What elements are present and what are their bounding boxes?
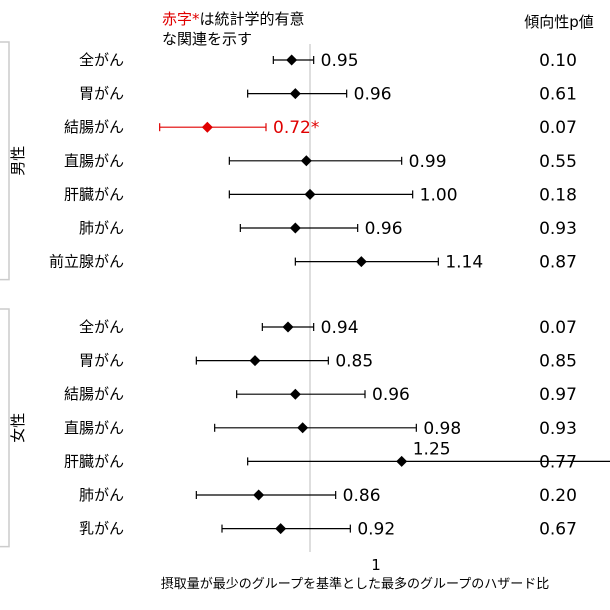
hr-value-label: 0.96 xyxy=(372,385,410,405)
hr-value-label: 0.94 xyxy=(321,318,359,338)
hr-value-label: 0.99 xyxy=(409,152,447,172)
row-label: 肝臓がん xyxy=(64,452,124,470)
trend-p-value: 0.93 xyxy=(539,419,577,439)
hr-point xyxy=(282,321,294,333)
trend-p-header: 傾向性p値 xyxy=(524,13,594,31)
group-label: 女性 xyxy=(9,413,27,443)
hr-point xyxy=(289,222,301,234)
trend-p-value: 0.85 xyxy=(539,352,577,372)
significance-legend-line1: 赤字*は統計学的有意 xyxy=(162,10,305,28)
hr-value-label: 0.98 xyxy=(423,419,461,439)
group-brackets xyxy=(0,41,10,548)
reference-tick-label: 1 xyxy=(371,556,381,574)
hr-point xyxy=(289,388,301,400)
hr-value-label: 0.92 xyxy=(357,520,395,540)
hr-point xyxy=(396,455,408,467)
row-label: 肝臓がん xyxy=(64,185,124,203)
hr-point xyxy=(201,121,213,133)
row-label: 直腸がん xyxy=(64,419,124,437)
hr-point xyxy=(275,523,287,535)
hr-point xyxy=(253,489,265,501)
row-label: 結腸がん xyxy=(64,118,124,136)
trend-p-value: 0.20 xyxy=(539,486,577,506)
hr-point xyxy=(286,54,298,66)
x-axis-label: 摂取量が最少のグループを基準とした最多のグループのハザード比 xyxy=(161,576,549,592)
hr-value-label: 0.95 xyxy=(321,51,359,71)
trend-p-value: 0.55 xyxy=(539,152,577,172)
row-label: 肺がん xyxy=(79,486,124,504)
hr-value-label: 1.25 xyxy=(413,439,451,459)
trend-p-value: 0.10 xyxy=(539,51,577,71)
row-label: 直腸がん xyxy=(64,152,124,170)
hr-point xyxy=(300,155,312,167)
trend-p-value: 0.93 xyxy=(539,219,577,239)
trend-p-value: 0.77 xyxy=(539,452,577,472)
row-label: 全がん xyxy=(79,318,124,336)
legend-red-word: 赤字 xyxy=(162,10,192,28)
hr-value-label: 0.96 xyxy=(354,85,392,105)
row-label: 胃がん xyxy=(79,352,124,370)
hr-point xyxy=(289,88,301,100)
hr-value-label: 1.00 xyxy=(420,185,458,205)
group-bracket xyxy=(0,308,10,548)
legend-line1-rest: は統計学的有意 xyxy=(200,10,305,28)
row-label: 乳がん xyxy=(79,520,124,538)
hr-point xyxy=(297,422,309,434)
hr-point xyxy=(355,256,367,268)
legend-star: * xyxy=(192,10,200,28)
hr-value-label: 1.14 xyxy=(445,253,483,273)
group-bracket xyxy=(0,41,10,281)
trend-p-value: 0.97 xyxy=(539,385,577,405)
significance-legend-line2: な関連を示す xyxy=(162,30,252,48)
group-label: 男性 xyxy=(9,146,27,176)
trend-p-value: 0.18 xyxy=(539,185,577,205)
trend-p-value: 0.61 xyxy=(539,85,577,105)
row-label: 前立腺がん xyxy=(49,253,124,271)
row-label: 胃がん xyxy=(79,85,124,103)
trend-p-value: 0.07 xyxy=(539,118,577,138)
trend-p-value: 0.67 xyxy=(539,520,577,540)
trend-p-value: 0.07 xyxy=(539,318,577,338)
row-label: 肺がん xyxy=(79,219,124,237)
hr-value-label: 0.86 xyxy=(343,486,381,506)
row-label: 結腸がん xyxy=(64,385,124,403)
row-label: 全がん xyxy=(79,51,124,69)
hr-point xyxy=(304,188,316,200)
hr-point xyxy=(249,355,261,367)
hr-value-label: 0.96 xyxy=(365,219,403,239)
hr-value-label: 0.85 xyxy=(335,352,373,372)
hr-value-label: 0.72* xyxy=(273,118,319,138)
trend-p-value: 0.87 xyxy=(539,253,577,273)
